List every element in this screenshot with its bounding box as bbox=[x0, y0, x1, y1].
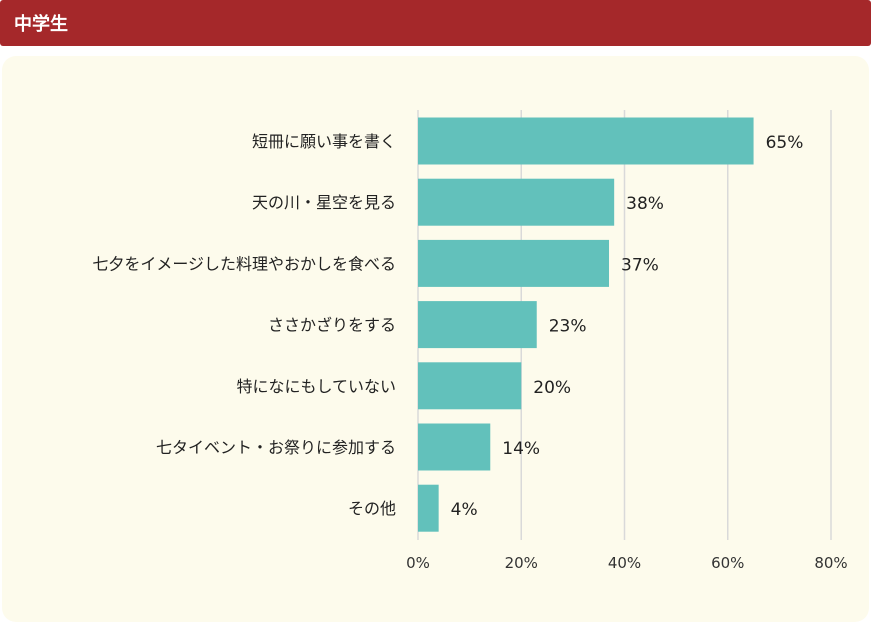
value-label: 37% bbox=[621, 255, 659, 275]
x-tick-label: 60% bbox=[711, 554, 744, 572]
x-tick-label: 80% bbox=[814, 554, 847, 572]
value-label: 4% bbox=[451, 500, 478, 520]
labels: 0% 20% 40% 60% 80% 短冊に願い事を書く 65% 天の川・星空を見る 38% 七夕… bbox=[92, 132, 847, 572]
bar bbox=[418, 178, 615, 226]
x-tick-label: 0% bbox=[406, 554, 430, 572]
x-tick-label: 40% bbox=[608, 554, 641, 572]
x-tick-label: 20% bbox=[505, 554, 538, 572]
bar bbox=[418, 484, 439, 532]
bar bbox=[418, 117, 754, 165]
category-label: 天の川・星空を見る bbox=[252, 193, 396, 212]
category-label: 特になにもしていない bbox=[236, 377, 396, 396]
value-label: 20% bbox=[533, 378, 571, 398]
value-label: 14% bbox=[502, 439, 540, 459]
bar bbox=[418, 362, 522, 410]
value-label: 38% bbox=[626, 194, 664, 214]
category-label: その他 bbox=[348, 499, 396, 518]
bar bbox=[418, 301, 537, 349]
bar bbox=[418, 239, 610, 287]
bar bbox=[418, 423, 491, 471]
bars bbox=[418, 117, 754, 532]
category-label: ささかざりをする bbox=[268, 316, 396, 335]
section-title: 中学生 bbox=[14, 14, 68, 35]
category-label: 七夕をイメージした料理やおかしを食べる bbox=[92, 254, 396, 273]
category-label: 短冊に願い事を書く bbox=[252, 132, 396, 151]
value-label: 23% bbox=[549, 317, 587, 337]
section-header: 中学生 bbox=[0, 0, 871, 46]
category-label: 七タイベント・お祭りに参加する bbox=[156, 438, 396, 457]
value-label: 65% bbox=[766, 133, 804, 153]
